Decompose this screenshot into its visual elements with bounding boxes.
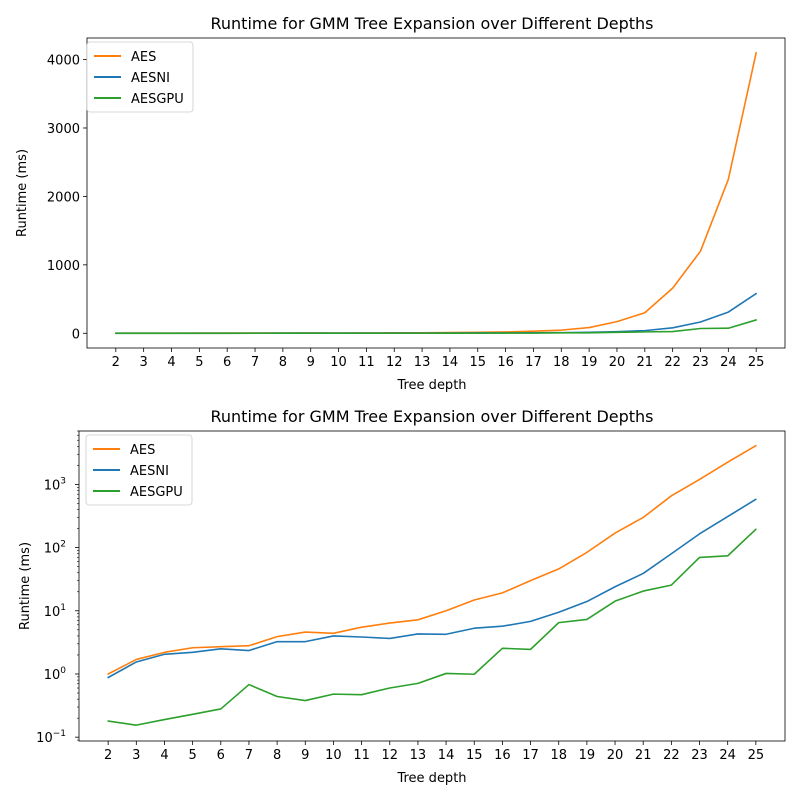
x-tick-label: 5 xyxy=(188,748,196,763)
y-axis-label: Runtime (ms) xyxy=(18,542,33,630)
y-tick-label: 1000 xyxy=(47,259,80,274)
legend-box xyxy=(85,434,193,506)
x-tick-label: 6 xyxy=(223,355,231,370)
legend: AES AESNI AESGPU xyxy=(85,434,193,506)
x-tick-label: 8 xyxy=(279,355,287,370)
x-tick-label: 16 xyxy=(494,748,511,763)
series-layer xyxy=(115,51,757,335)
x-axis-label: Tree depth xyxy=(396,771,466,786)
x-tick-label: 15 xyxy=(466,748,483,763)
series-line-aesni xyxy=(107,498,757,679)
plot-frame xyxy=(78,430,786,742)
legend-label: AESGPU xyxy=(131,92,184,107)
x-tick-label: 11 xyxy=(353,748,370,763)
x-tick-label: 13 xyxy=(410,748,427,763)
series-line-aesgpu xyxy=(107,528,757,726)
tick-layer: 2 3 4 5 6 7 8 9 10 11 12 13 14 15 16 17 18 19 20 21 22 23 24 25… xyxy=(36,430,765,763)
x-tick-label: 20 xyxy=(609,355,626,370)
x-tick-label: 11 xyxy=(358,355,375,370)
x-tick-label: 14 xyxy=(442,355,459,370)
x-tick-label: 21 xyxy=(635,748,652,763)
legend-label: AESGPU xyxy=(130,485,183,500)
chart-linear: Runtime for GMM Tree Expansion over Diff… xyxy=(15,14,786,393)
legend-label: AES xyxy=(130,443,155,458)
x-tick-label: 20 xyxy=(607,748,624,763)
x-tick-label: 17 xyxy=(522,748,539,763)
y-tick-label: 3000 xyxy=(47,122,80,137)
x-tick-label: 7 xyxy=(251,355,259,370)
legend-label: AESNI xyxy=(130,464,169,479)
x-tick-label: 13 xyxy=(414,355,431,370)
x-tick-label: 24 xyxy=(719,748,736,763)
legend-label: AESNI xyxy=(131,71,170,86)
x-tick-label: 23 xyxy=(691,748,708,763)
series-line-aes xyxy=(107,444,757,675)
x-tick-label: 9 xyxy=(307,355,315,370)
x-tick-label: 22 xyxy=(664,355,681,370)
x-tick-label: 3 xyxy=(132,748,140,763)
series-layer xyxy=(107,444,757,726)
y-axis-label: Runtime (ms) xyxy=(15,149,30,237)
x-tick-label: 5 xyxy=(195,355,203,370)
y-tick-label: 4000 xyxy=(47,54,80,69)
y-tick-label: 0 xyxy=(72,327,80,342)
x-tick-label: 2 xyxy=(104,748,112,763)
legend: AES AESNI AESGPU xyxy=(86,41,194,113)
tick-layer: 2 3 4 5 6 7 8 9 10 11 12 13 14 15 16 17 18 19 20 21 22 23 24 25… xyxy=(47,54,765,370)
plot-frame xyxy=(86,37,786,349)
x-tick-label: 25 xyxy=(748,355,765,370)
x-tick-label: 12 xyxy=(386,355,403,370)
x-tick-label: 19 xyxy=(581,355,598,370)
x-tick-label: 10 xyxy=(325,748,342,763)
x-tick-label: 24 xyxy=(720,355,737,370)
x-tick-label: 8 xyxy=(273,748,281,763)
x-tick-label: 21 xyxy=(637,355,654,370)
y-tick-label: 2000 xyxy=(47,190,80,205)
legend-box xyxy=(86,41,194,113)
x-tick-label: 18 xyxy=(553,355,570,370)
x-tick-label: 3 xyxy=(140,355,148,370)
legend-label: AES xyxy=(131,50,156,65)
x-tick-label: 25 xyxy=(748,748,765,763)
x-tick-label: 18 xyxy=(550,748,567,763)
x-tick-label: 16 xyxy=(497,355,514,370)
x-tick-label: 23 xyxy=(692,355,709,370)
x-tick-label: 9 xyxy=(301,748,309,763)
x-tick-label: 2 xyxy=(112,355,120,370)
chart-log: Runtime for GMM Tree Expansion over Diff… xyxy=(18,407,786,786)
x-tick-label: 10 xyxy=(330,355,347,370)
x-tick-label: 6 xyxy=(217,748,225,763)
x-tick-label: 15 xyxy=(469,355,486,370)
x-tick-label: 14 xyxy=(438,748,455,763)
x-tick-label: 22 xyxy=(663,748,680,763)
x-axis-label: Tree depth xyxy=(396,378,466,393)
x-tick-label: 12 xyxy=(381,748,398,763)
chart-title: Runtime for GMM Tree Expansion over Diff… xyxy=(210,14,653,33)
x-tick-label: 19 xyxy=(579,748,596,763)
x-tick-label: 7 xyxy=(245,748,253,763)
series-line-aesgpu xyxy=(115,319,757,335)
x-tick-label: 17 xyxy=(525,355,542,370)
x-tick-label: 4 xyxy=(167,355,175,370)
x-tick-label: 4 xyxy=(160,748,168,763)
chart-title: Runtime for GMM Tree Expansion over Diff… xyxy=(210,407,653,426)
